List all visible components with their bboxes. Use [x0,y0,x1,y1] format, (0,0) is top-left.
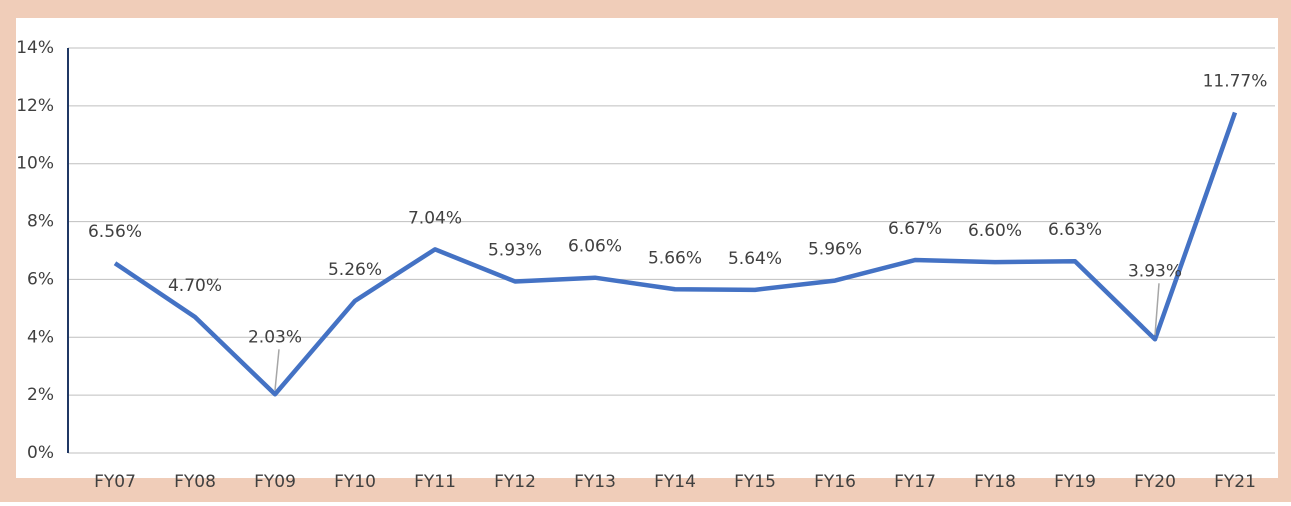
y-tick-label: 12% [16,96,54,116]
leader-line [274,349,280,391]
x-tick-label: FY07 [94,472,136,492]
data-label: 5.64% [728,249,782,269]
x-tick-label: FY21 [1214,472,1256,492]
y-tick-label: 8% [27,212,54,232]
data-label: 6.63% [1048,220,1102,240]
data-label: 6.56% [88,222,142,242]
data-label: 6.67% [888,219,942,239]
x-tick-label: FY19 [1054,472,1096,492]
x-tick-label: FY18 [974,472,1016,492]
x-tick-label: FY08 [174,472,216,492]
y-tick-label: 4% [27,327,54,347]
data-label: 5.96% [808,240,862,260]
data-label: 6.60% [968,221,1022,241]
x-tick-label: FY20 [1134,472,1176,492]
data-label: 11.77% [1203,72,1268,92]
data-label: 2.03% [248,327,302,347]
y-tick-label: 14% [16,38,54,58]
x-tick-label: FY12 [494,472,536,492]
x-tick-label: FY16 [814,472,856,492]
y-tick-label: 6% [27,269,54,289]
data-label: 6.06% [568,237,622,257]
x-tick-label: FY11 [414,472,456,492]
data-label: 5.26% [328,260,382,280]
leader-line [1154,283,1160,336]
x-tick-label: FY09 [254,472,296,492]
x-tick-label: FY14 [654,472,696,492]
plot-background [16,18,1278,478]
y-tick-label: 10% [16,154,54,174]
data-label: 3.93% [1128,261,1182,281]
data-label: 5.66% [648,248,702,268]
y-tick-label: 2% [27,385,54,405]
x-tick-label: FY15 [734,472,776,492]
line [113,111,1238,397]
data-label: 4.70% [168,276,222,296]
x-tick-label: FY13 [574,472,616,492]
x-tick-label: FY17 [894,472,936,492]
x-tick-label: FY10 [334,472,376,492]
y-tick-label: 0% [27,443,54,463]
data-label: 7.04% [408,208,462,228]
data-label: 5.93% [488,240,542,260]
